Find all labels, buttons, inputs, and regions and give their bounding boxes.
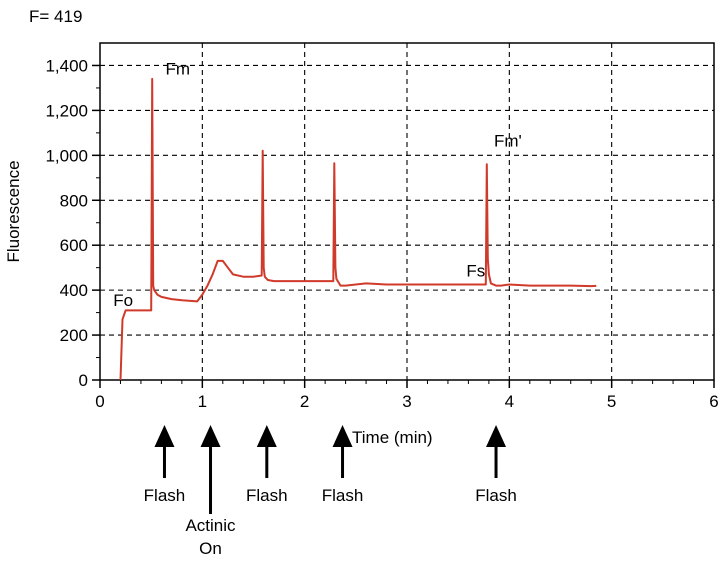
event-arrow-head bbox=[200, 425, 221, 447]
event-label: Flash bbox=[475, 486, 517, 505]
plot-frame bbox=[99, 42, 715, 381]
x-axis-title: Time (min) bbox=[352, 428, 433, 447]
y-tick-label: 200 bbox=[60, 326, 88, 345]
y-tick-label: 1,000 bbox=[45, 146, 88, 165]
y-tick-label: 0 bbox=[79, 371, 88, 390]
event-label: Flash bbox=[246, 486, 288, 505]
event-arrow-head bbox=[256, 425, 277, 447]
x-tick-label: 1 bbox=[198, 392, 207, 411]
x-tick-label: 6 bbox=[709, 392, 718, 411]
event-arrow-head bbox=[332, 425, 353, 447]
x-tick-label: 2 bbox=[300, 392, 309, 411]
y-tick-label: 600 bbox=[60, 236, 88, 255]
y-tick-label: 400 bbox=[60, 281, 88, 300]
fluorescence-readout: F= 419 bbox=[29, 7, 82, 26]
y-axis-title: Fluorescence bbox=[4, 160, 23, 262]
event-label: Actinic bbox=[185, 516, 236, 535]
trace-annotation: Fs bbox=[466, 262, 485, 281]
trace-annotation: Fm bbox=[165, 59, 190, 78]
event-label: Flash bbox=[322, 486, 364, 505]
fluorescence-trace bbox=[119, 77, 597, 381]
event-arrow-head bbox=[154, 425, 175, 447]
event-arrow-head bbox=[486, 425, 507, 447]
y-tick-label: 1,200 bbox=[45, 101, 88, 120]
y-tick-label: 800 bbox=[60, 191, 88, 210]
x-tick-label: 3 bbox=[402, 392, 411, 411]
x-tick-label: 5 bbox=[607, 392, 616, 411]
x-tick-label: 0 bbox=[95, 392, 104, 411]
trace-annotation: Fo bbox=[113, 291, 133, 310]
event-label: Flash bbox=[144, 486, 186, 505]
trace-annotation: Fm' bbox=[494, 131, 522, 150]
y-tick-label: 1,400 bbox=[45, 56, 88, 75]
event-label: On bbox=[199, 539, 222, 558]
x-tick-label: 4 bbox=[505, 392, 514, 411]
